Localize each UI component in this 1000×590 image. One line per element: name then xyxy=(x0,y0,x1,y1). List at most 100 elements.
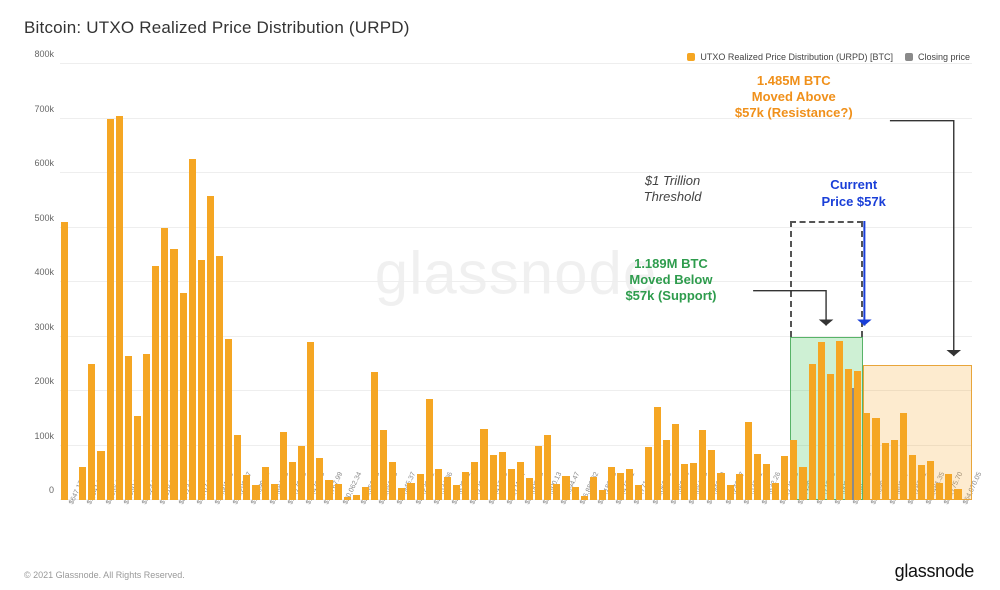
y-axis-label: 600k xyxy=(18,158,54,168)
legend-swatch-urpd xyxy=(687,53,695,61)
bar-slot: $57,598.33 xyxy=(862,64,880,500)
bar xyxy=(936,483,943,500)
bar xyxy=(572,487,579,500)
bar-slot: $58,892.67 xyxy=(881,64,899,500)
bar xyxy=(289,462,296,500)
bar xyxy=(790,440,797,500)
bar-slot: $40,771.85 xyxy=(625,64,643,500)
bar xyxy=(216,256,223,500)
bar xyxy=(927,461,934,500)
legend-item-closing: Closing price xyxy=(905,52,970,62)
y-axis-label: 400k xyxy=(18,267,54,277)
bar-slot: $60,187.01 xyxy=(899,64,917,500)
chart-title: Bitcoin: UTXO Realized Price Distributio… xyxy=(24,18,976,38)
bar xyxy=(380,430,387,500)
bar xyxy=(417,474,424,500)
bar xyxy=(891,440,898,500)
bar xyxy=(672,424,679,500)
bar-slot: $51,126.60 xyxy=(771,64,789,500)
bar-slot: $39,477.51 xyxy=(607,64,625,500)
bar xyxy=(407,483,414,500)
bar xyxy=(690,463,697,500)
bar xyxy=(772,483,779,500)
bar-slot: $8,413.24 xyxy=(169,64,187,500)
bar xyxy=(298,446,305,501)
bar-slot: $44,654.88 xyxy=(680,64,698,500)
bar xyxy=(918,465,925,500)
bar xyxy=(663,440,670,500)
bar xyxy=(754,454,761,500)
bar-slot: $38,183.16 xyxy=(589,64,607,500)
bar xyxy=(471,462,478,500)
y-axis-label: 0 xyxy=(18,485,54,495)
bar xyxy=(608,467,615,500)
bar xyxy=(125,356,132,500)
bar xyxy=(344,497,351,500)
bar xyxy=(836,341,843,500)
bar xyxy=(699,430,706,500)
bar-slot: $17,473.65 xyxy=(297,64,315,500)
bar-slot: $43,360.54 xyxy=(662,64,680,500)
bar xyxy=(526,478,533,500)
bar xyxy=(353,495,360,500)
bar xyxy=(426,399,433,500)
bar xyxy=(535,446,542,501)
bar xyxy=(581,496,588,500)
footer-copyright: © 2021 Glassnode. All Rights Reserved. xyxy=(24,570,185,580)
bar xyxy=(827,374,834,500)
bar xyxy=(198,260,205,500)
bar xyxy=(954,489,961,500)
bar-slot: $26,534.06 xyxy=(425,64,443,500)
bar xyxy=(252,485,259,500)
bar xyxy=(809,364,816,500)
y-axis-label: 800k xyxy=(18,49,54,59)
bar-slot: $47,243.57 xyxy=(716,64,734,500)
bar xyxy=(763,464,770,500)
bar xyxy=(626,469,633,500)
y-axis-label: 700k xyxy=(18,104,54,114)
bar-slot: $30,417.09 xyxy=(479,64,497,500)
bar xyxy=(882,443,889,500)
bar xyxy=(681,464,688,500)
bar xyxy=(517,462,524,500)
bar-slot: $7,118.89 xyxy=(151,64,169,500)
bar-slot: $5,824.55 xyxy=(133,64,151,500)
bar xyxy=(389,462,396,500)
bar xyxy=(453,485,460,500)
bar xyxy=(818,342,825,500)
bar xyxy=(508,469,515,500)
bar-slot: $64,070.05 xyxy=(953,64,971,500)
bar xyxy=(444,477,451,500)
legend-label-urpd: UTXO Realized Price Distribution (URPD) … xyxy=(700,52,893,62)
bar-slot: $1,941.52 xyxy=(78,64,96,500)
bar xyxy=(362,487,369,500)
bar xyxy=(863,413,870,500)
bar xyxy=(544,435,551,500)
bar xyxy=(617,473,624,500)
bar-slot: $62,775.70 xyxy=(935,64,953,500)
bar xyxy=(143,354,150,500)
bar-slot: $11,001.93 xyxy=(206,64,224,500)
bar xyxy=(371,372,378,500)
bar xyxy=(271,484,278,500)
bar xyxy=(900,413,907,500)
bar-slot: $14,884.96 xyxy=(261,64,279,500)
bar xyxy=(79,467,86,500)
bar-slot: $16,179.30 xyxy=(279,64,297,500)
bar xyxy=(799,467,806,500)
bar-slot: $18,767.99 xyxy=(315,64,333,500)
bar-slot: $21,356.68 xyxy=(352,64,370,500)
bar xyxy=(180,293,187,500)
bar xyxy=(435,469,442,500)
bar-slot: $42,066.19 xyxy=(644,64,662,500)
bar xyxy=(207,196,214,500)
bar xyxy=(243,475,250,500)
bar xyxy=(225,339,232,500)
bar-slot: $49,832.26 xyxy=(753,64,771,500)
bar xyxy=(335,484,342,500)
bar xyxy=(745,422,752,500)
bar xyxy=(316,458,323,501)
bar-slot: $33,005.78 xyxy=(516,64,534,500)
y-axis-label: 100k xyxy=(18,431,54,441)
bar xyxy=(107,119,114,501)
